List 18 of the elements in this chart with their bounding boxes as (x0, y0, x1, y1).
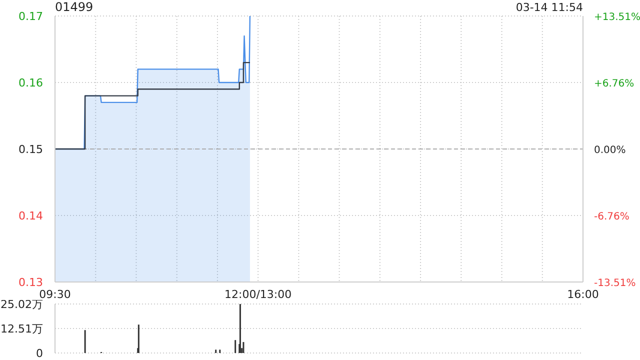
y-tick-label: 0.15 (18, 143, 43, 156)
x-tick-label: 09:30 (39, 288, 71, 301)
y-tick-label: 25.02万 (0, 298, 43, 311)
y2-tick-label: -13.51% (594, 278, 636, 289)
x-tick-label: 16:00 (567, 288, 599, 301)
y-tick-label: 0.17 (18, 10, 43, 23)
text: 03-14 11:54 (516, 1, 583, 14)
y-tick-label: 12.51万 (0, 322, 43, 336)
y-tick-label: 0.16 (18, 76, 43, 90)
y2-tick-label: 0.00% (594, 145, 626, 156)
chart-title: 01499 (55, 0, 94, 14)
y-tick-label: 0.13 (18, 276, 43, 289)
y-tick-label: 0 (36, 347, 43, 360)
y2-tick-label: -6.76% (594, 212, 630, 223)
y2-tick-label: +13.51% (594, 12, 640, 23)
y-tick-label: 0.14 (18, 210, 43, 222)
x-tick-label: 12:00/13:00 (224, 288, 292, 301)
y2-tick-label: +6.76% (594, 78, 634, 90)
